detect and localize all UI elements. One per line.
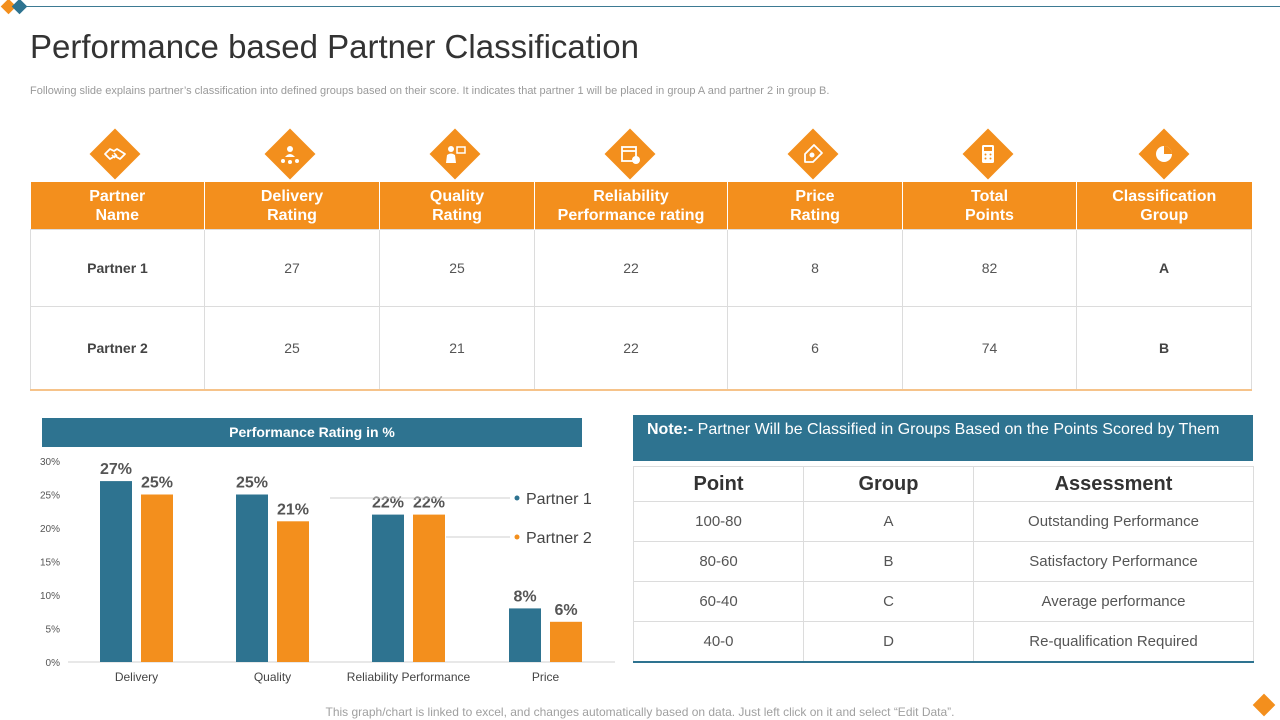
- price-cell: 6: [727, 306, 903, 391]
- data-label: 6%: [554, 602, 577, 619]
- reliability-cell: 22: [534, 306, 728, 391]
- header-total-points: Total Points: [902, 182, 1077, 230]
- assessment-cell: Average performance: [973, 581, 1254, 622]
- group-cell: A: [1076, 229, 1252, 307]
- y-tick-label: 15%: [40, 558, 60, 569]
- y-tick-label: 0%: [46, 658, 61, 669]
- assessment-cell: Satisfactory Performance: [973, 541, 1254, 582]
- group-cell: B: [803, 541, 974, 582]
- note-prefix: Note:-: [647, 421, 694, 438]
- calendar-check-icon: [604, 128, 656, 180]
- note-box: Note:- Partner Will be Classified in Gro…: [633, 415, 1253, 461]
- handshake-icon: [89, 128, 141, 180]
- bar-partner2: [413, 514, 445, 662]
- header-reliability-rating: Reliability Performance rating: [534, 182, 728, 230]
- page-title: Performance based Partner Classification: [30, 28, 639, 65]
- table-row: 100-80 A Outstanding Performance: [633, 501, 1254, 542]
- header-quality-rating: Quality Rating: [379, 182, 535, 230]
- chart-title: Performance Rating in %: [42, 418, 582, 447]
- quality-cell: 25: [379, 229, 535, 307]
- data-label: 25%: [141, 475, 173, 492]
- group-cell: A: [803, 501, 974, 542]
- table-row: Partner 2 25 21 22 6 74 B: [30, 306, 1252, 391]
- group-cell: C: [803, 581, 974, 622]
- table-row: 80-60 B Satisfactory Performance: [633, 541, 1254, 582]
- points-header-row: Point Group Assessment: [633, 466, 1254, 502]
- price-cell: 8: [727, 229, 903, 307]
- point-cell: 40-0: [633, 621, 804, 663]
- point-cell: 100-80: [633, 501, 804, 542]
- calculator-icon: [962, 128, 1014, 180]
- reliability-cell: 22: [534, 229, 728, 307]
- delivery-cell: 25: [204, 306, 380, 391]
- data-label: 22%: [413, 495, 445, 512]
- table-row: 60-40 C Average performance: [633, 581, 1254, 622]
- bar-partner1: [509, 608, 541, 662]
- legend-marker: [514, 534, 520, 540]
- assessment-cell: Re-qualification Required: [973, 621, 1254, 663]
- teal-diamond-icon: [11, 0, 28, 15]
- performance-bar-chart: 0% 5% 10% 15% 20% 25% 30% 27% 25% Delivery 25% 21% Q…: [40, 457, 615, 684]
- header-partner-name: Partner Name: [30, 182, 205, 230]
- y-tick-label: 25%: [40, 491, 60, 502]
- presenter-icon: [429, 128, 481, 180]
- delivery-cell: 27: [204, 229, 380, 307]
- y-tick-label: 20%: [40, 524, 60, 535]
- note-text: Partner Will be Classified in Groups Bas…: [693, 421, 1220, 438]
- group-cell: D: [803, 621, 974, 663]
- header-classification-group: Classification Group: [1076, 182, 1252, 230]
- bar-partner1: [372, 514, 404, 662]
- bar-partner2: [550, 621, 582, 662]
- total-points-cell: 82: [902, 229, 1077, 307]
- header-delivery-rating: Delivery Rating: [204, 182, 380, 230]
- group-cell: B: [1076, 306, 1252, 391]
- star-rating-icon: [264, 128, 316, 180]
- data-label: 21%: [277, 501, 309, 518]
- pie-chart-icon: [1138, 128, 1190, 180]
- x-category-label: Reliability Performance: [347, 670, 471, 684]
- bar-partner1: [236, 494, 268, 662]
- bar-partner1: [100, 481, 132, 662]
- partner-name-cell: Partner 2: [30, 306, 205, 391]
- top-rule: [22, 6, 1280, 7]
- x-category-label: Delivery: [115, 670, 158, 684]
- table-row: Partner 1 27 25 22 8 82 A: [30, 229, 1252, 307]
- data-label: 27%: [100, 461, 132, 478]
- bar-partner2: [277, 521, 309, 662]
- total-points-cell: 74: [902, 306, 1077, 391]
- footer-note: This graph/chart is linked to excel, and…: [325, 705, 955, 719]
- header-group: Group: [803, 466, 974, 502]
- legend-marker: [514, 495, 520, 501]
- data-label: 25%: [236, 475, 268, 492]
- legend-label: Partner 2: [526, 530, 592, 547]
- points-group-table: Point Group Assessment 100-80 A Outstand…: [633, 466, 1254, 663]
- header-price-rating: Price Rating: [727, 182, 903, 230]
- page-subtitle: Following slide explains partner’s class…: [30, 85, 830, 97]
- header-assessment: Assessment: [973, 466, 1254, 502]
- table-row: 40-0 D Re-qualification Required: [633, 621, 1254, 663]
- quality-cell: 21: [379, 306, 535, 391]
- table-header-row: Partner Name Delivery Rating Quality Rat…: [30, 182, 1252, 230]
- legend-label: Partner 1: [526, 491, 592, 508]
- x-category-label: Price: [532, 670, 560, 684]
- partner-classification-table: Partner Name Delivery Rating Quality Rat…: [30, 182, 1252, 391]
- assessment-cell: Outstanding Performance: [973, 501, 1254, 542]
- point-cell: 60-40: [633, 581, 804, 622]
- y-tick-label: 10%: [40, 591, 60, 602]
- data-label: 22%: [372, 495, 404, 512]
- partner-name-cell: Partner 1: [30, 229, 205, 307]
- price-tag-icon: [787, 128, 839, 180]
- data-label: 8%: [513, 588, 536, 605]
- point-cell: 80-60: [633, 541, 804, 582]
- header-point: Point: [633, 466, 804, 502]
- bar-partner2: [141, 494, 173, 662]
- x-category-label: Quality: [254, 670, 291, 684]
- y-tick-label: 30%: [40, 457, 60, 468]
- y-tick-label: 5%: [46, 625, 61, 636]
